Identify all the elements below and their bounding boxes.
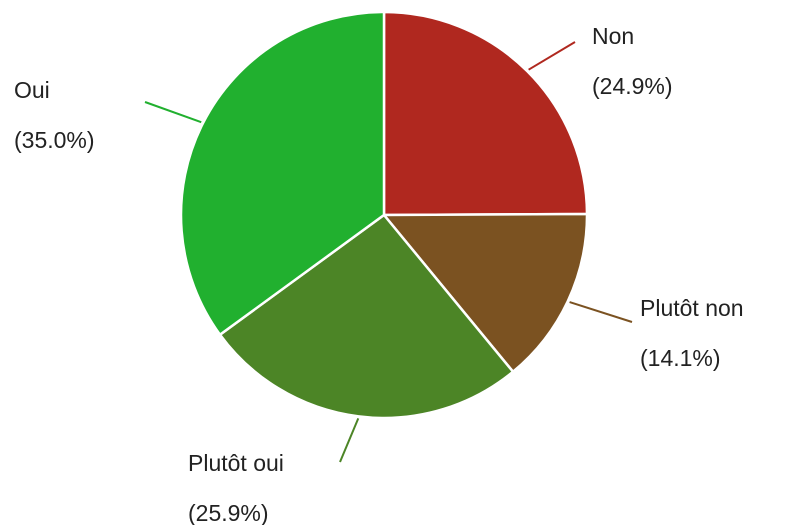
slice-label: Plutôt non: [640, 295, 744, 321]
slice-value-label: (24.9%): [592, 73, 673, 99]
pie-slice: [381, 212, 589, 374]
slice-value-label: (25.9%): [188, 500, 269, 525]
slice-value-label: (35.0%): [14, 127, 95, 153]
slice-label: Plutôt oui: [188, 450, 284, 476]
slice-label: Oui: [14, 77, 50, 103]
leader-line: [144, 101, 202, 124]
pie-slice: [218, 213, 515, 420]
pie-slice: [179, 10, 386, 337]
pie-slice: [382, 10, 589, 217]
slice-label: Non: [592, 23, 634, 49]
slice-value-label: (14.1%): [640, 345, 721, 371]
leader-line: [339, 417, 360, 463]
leader-line: [569, 301, 633, 323]
leader-line: [528, 41, 576, 71]
